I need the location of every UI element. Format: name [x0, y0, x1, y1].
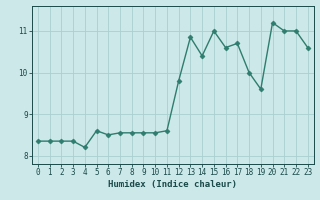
X-axis label: Humidex (Indice chaleur): Humidex (Indice chaleur): [108, 180, 237, 189]
